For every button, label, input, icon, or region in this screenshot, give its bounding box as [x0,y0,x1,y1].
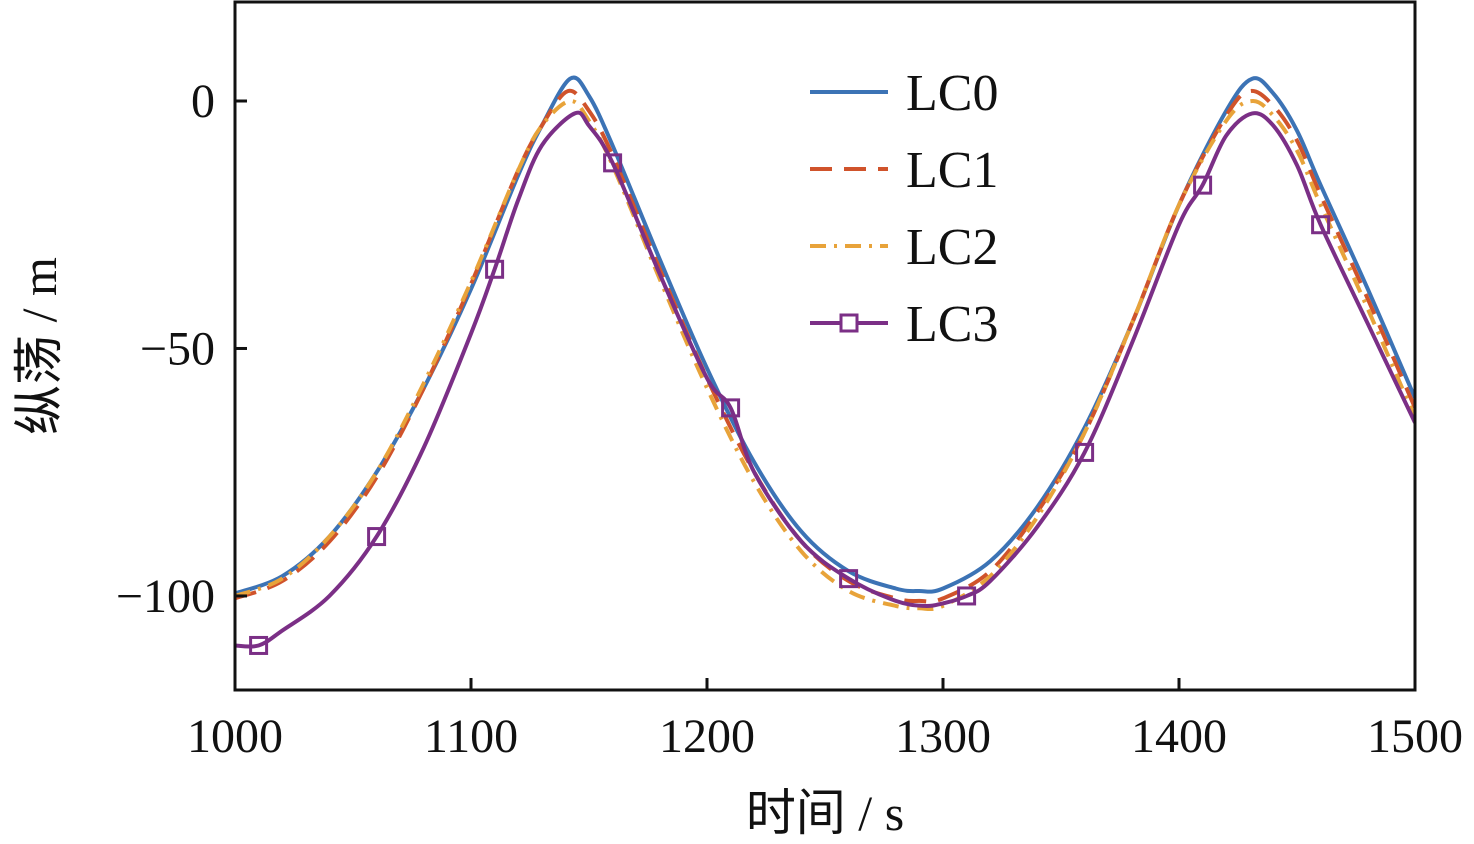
x-tick-label: 1300 [895,710,991,763]
x-axis-title: 时间 / s [746,785,904,839]
lc3-marker [603,153,623,173]
series-line-lc0 [235,75,1415,596]
lc3-marker [249,635,269,655]
y-tick-label: −100 [116,570,215,623]
lc3-marker [367,527,387,547]
series-layer [235,75,1415,649]
series-line-lc1 [235,88,1415,604]
y-tick-label: −50 [140,322,215,375]
legend-label-lc0: LC0 [906,65,998,122]
y-axis-title: 纵荡 / m [11,257,67,435]
legend-label-lc2: LC2 [906,219,998,276]
legend-marker [839,313,859,333]
x-tick-label: 1100 [424,710,518,763]
x-tick-label: 1000 [187,710,283,763]
lc3-marker [485,259,505,279]
y-tick-label: 0 [191,75,215,128]
tick-layer: 1000 1100 1200 1300 1400 1500 0 −50 −100 [116,75,1463,763]
series-line-lc3 [235,110,1415,649]
x-tick-label: 1200 [659,710,755,763]
lc3-marker [1311,215,1331,235]
series-line-lc2 [235,98,1415,612]
lc3-marker [1075,442,1095,462]
x-tick-label: 1400 [1131,710,1227,763]
x-tick-label: 1500 [1367,710,1463,763]
plot-frame [233,0,1417,692]
lc3-marker [1193,175,1213,195]
lc3-marker [957,586,977,606]
lc3-marker [839,569,859,589]
legend-label-lc1: LC1 [906,142,998,199]
marker-layer [249,153,1331,655]
lc3-marker [721,398,741,418]
legend-label-lc3: LC3 [906,296,998,353]
legend: LC0 LC1 LC2 LC3 [810,65,998,353]
